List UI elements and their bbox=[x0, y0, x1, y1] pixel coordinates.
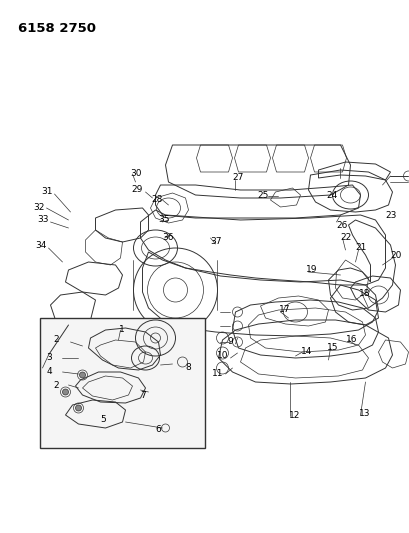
Text: 15: 15 bbox=[326, 343, 337, 352]
Text: 17: 17 bbox=[278, 305, 289, 314]
Text: 1: 1 bbox=[118, 326, 124, 335]
Text: 22: 22 bbox=[339, 232, 351, 241]
Text: 29: 29 bbox=[131, 185, 142, 195]
Text: 18: 18 bbox=[357, 288, 369, 297]
Text: 6158 2750: 6158 2750 bbox=[18, 22, 96, 35]
Text: 2: 2 bbox=[53, 335, 58, 344]
Text: 7: 7 bbox=[140, 391, 146, 400]
Text: 23: 23 bbox=[384, 211, 396, 220]
Text: 33: 33 bbox=[37, 215, 48, 224]
Text: 8: 8 bbox=[185, 364, 191, 373]
Text: 31: 31 bbox=[41, 188, 52, 197]
Text: 11: 11 bbox=[211, 369, 223, 378]
Text: 4: 4 bbox=[47, 367, 52, 376]
Text: 37: 37 bbox=[210, 238, 221, 246]
Text: 3: 3 bbox=[47, 353, 52, 362]
Text: 28: 28 bbox=[151, 196, 162, 205]
Text: 5: 5 bbox=[100, 416, 106, 424]
Text: 9: 9 bbox=[227, 337, 233, 346]
Text: 2: 2 bbox=[53, 381, 58, 390]
Text: 13: 13 bbox=[357, 409, 369, 418]
Text: 25: 25 bbox=[256, 191, 268, 200]
Text: 14: 14 bbox=[300, 348, 311, 357]
Text: 21: 21 bbox=[355, 244, 366, 253]
Circle shape bbox=[75, 405, 81, 411]
Text: 34: 34 bbox=[35, 240, 46, 249]
Text: 32: 32 bbox=[33, 203, 45, 212]
Text: 16: 16 bbox=[345, 335, 356, 344]
Bar bbox=[40, 318, 205, 448]
Text: 19: 19 bbox=[305, 265, 316, 274]
Circle shape bbox=[62, 389, 68, 395]
Text: 27: 27 bbox=[232, 174, 243, 182]
Text: 6: 6 bbox=[155, 425, 161, 434]
Text: 10: 10 bbox=[216, 351, 228, 360]
Text: 20: 20 bbox=[389, 252, 401, 261]
Text: 35: 35 bbox=[158, 215, 170, 224]
Text: 36: 36 bbox=[162, 233, 173, 243]
Text: 26: 26 bbox=[336, 221, 347, 230]
Text: 30: 30 bbox=[130, 169, 142, 179]
Circle shape bbox=[79, 372, 85, 378]
Text: 12: 12 bbox=[288, 410, 299, 419]
Text: 24: 24 bbox=[326, 191, 337, 200]
